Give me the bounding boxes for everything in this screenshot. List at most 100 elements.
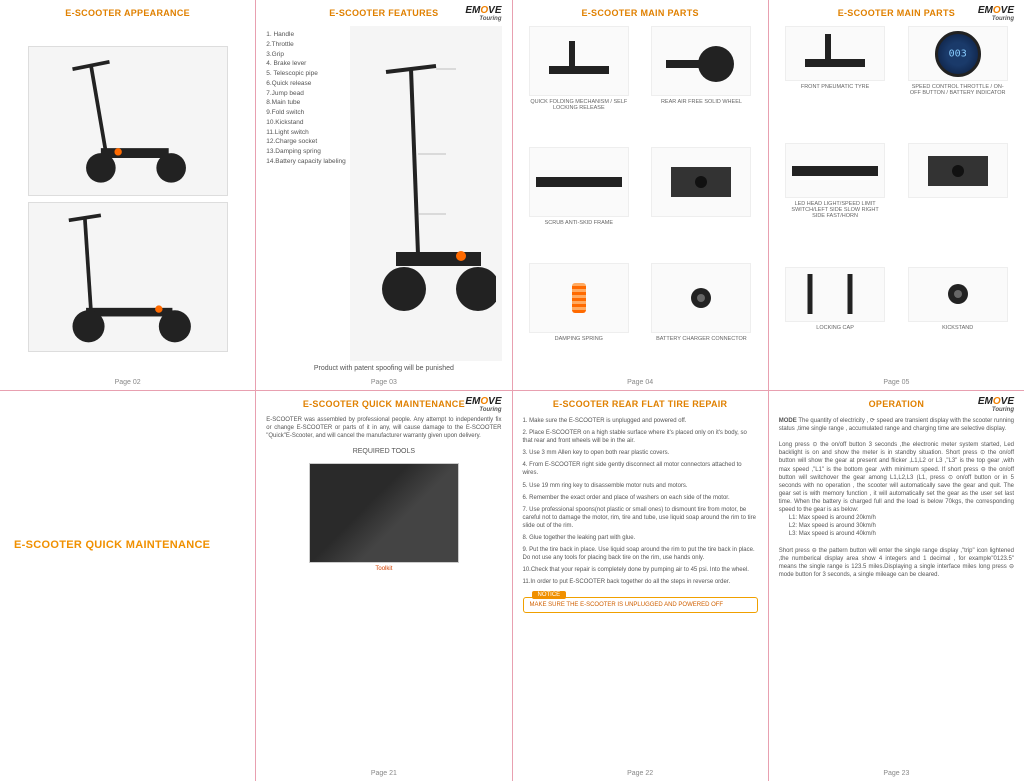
- repair-step: 7. Use professional spoons(not plastic o…: [523, 506, 758, 530]
- brand-logo: EMOVE Touring: [978, 397, 1014, 413]
- op-p2: Long press ⊙ the on/off button 3 seconds…: [779, 442, 1014, 513]
- part-cell: LED HEAD LIGHT/SPEED LIMIT SWITCH/LEFT S…: [779, 143, 892, 260]
- feature-item: 2.Throttle: [266, 40, 346, 50]
- part-label: DAMPING SPRING: [555, 336, 603, 342]
- panel-tire-repair: E-SCOOTER REAR FLAT TIRE REPAIR 1. Make …: [513, 391, 768, 781]
- scooter-side-image: [28, 202, 228, 352]
- part-cell: DAMPING SPRING: [523, 263, 636, 372]
- page-number: Page 21: [256, 770, 511, 777]
- part-image: [785, 26, 885, 81]
- scooter-svg-icon: [29, 47, 227, 195]
- page-number: Page 05: [769, 379, 1024, 386]
- repair-step: 10.Check that your repair is completely …: [523, 566, 758, 574]
- feature-item: 9.Fold switch: [266, 108, 346, 118]
- part-image: [529, 263, 629, 333]
- section-heading: E-SCOOTER QUICK MAINTENANCE: [10, 539, 245, 551]
- repair-step: 3. Use 3 mm Allen key to open both rear …: [523, 449, 758, 457]
- repair-step: 6. Remember the exact order and place of…: [523, 494, 758, 502]
- panel-title: E-SCOOTER MAIN PARTS: [523, 8, 758, 18]
- brand-logo: EMOVE Touring: [465, 397, 501, 413]
- scooter-annotated-image: [350, 26, 502, 361]
- part-image: [785, 143, 885, 198]
- part-cell: [645, 147, 758, 256]
- part-image: [651, 26, 751, 96]
- panel-appearance: E-SCOOTER APPEARANCE: [0, 0, 255, 390]
- notice-tag: NOTICE: [532, 591, 567, 599]
- panel-title: E-SCOOTER APPEARANCE: [10, 8, 245, 18]
- part-cell: QUICK FOLDING MECHANISM / SELF LOCKING R…: [523, 26, 636, 141]
- notice-box: NOTICE MAKE SURE THE E-SCOOTER IS UNPLUG…: [523, 597, 758, 613]
- repair-step: 1. Make sure the E-SCOOTER is unplugged …: [523, 417, 758, 425]
- page-number: Page 04: [513, 379, 768, 386]
- part-label: KICKSTAND: [942, 325, 973, 331]
- part-label: LOCKING CAP: [816, 325, 854, 331]
- scooter-svg-icon: [356, 54, 496, 334]
- speed-l3: L3: Max speed is around 40km/h: [789, 530, 1014, 538]
- scooter-angle-image: [28, 46, 228, 196]
- feature-list: 1. Handle2.Throttle3.Grip4. Brake lever5…: [266, 26, 346, 361]
- part-cell: SCRUB ANTI-SKID FRAME: [523, 147, 636, 256]
- feature-item: 6.Quick release: [266, 79, 346, 89]
- page-number: Page 03: [256, 379, 511, 386]
- part-label: QUICK FOLDING MECHANISM / SELF LOCKING R…: [529, 99, 629, 111]
- scooter-svg-icon: [29, 203, 227, 351]
- required-tools-heading: REQUIRED TOOLS: [266, 448, 501, 455]
- part-label: BATTERY CHARGER CONNECTOR: [656, 336, 747, 342]
- part-label: LED HEAD LIGHT/SPEED LIMIT SWITCH/LEFT S…: [785, 201, 885, 219]
- part-image: [529, 147, 629, 217]
- page-number: Page 02: [0, 379, 255, 386]
- panel-maintenance: EMOVE Touring E-SCOOTER QUICK MAINTENANC…: [256, 391, 511, 781]
- brand-logo: EMOVE Touring: [465, 6, 501, 22]
- parts-grid: QUICK FOLDING MECHANISM / SELF LOCKING R…: [523, 26, 758, 372]
- panel-title: E-SCOOTER REAR FLAT TIRE REPAIR: [523, 399, 758, 409]
- operation-text: MODE The quantity of electricity , ⟳ spe…: [779, 417, 1014, 579]
- feature-item: 7.Jump bead: [266, 89, 346, 99]
- part-image: [908, 143, 1008, 198]
- op-p1: The quantity of electricity , ⟳ speed ar…: [779, 418, 1014, 432]
- page-number: Page 22: [513, 770, 768, 777]
- panel-main-parts-2: EMOVE Touring E-SCOOTER MAIN PARTS FRONT…: [769, 0, 1024, 390]
- feature-item: 11.Light switch: [266, 128, 346, 138]
- repair-step: 2. Place E-SCOOTER on a high stable surf…: [523, 429, 758, 445]
- part-label: REAR AIR FREE SOLID WHEEL: [661, 99, 742, 105]
- toolkit-image: [309, 463, 459, 563]
- part-image: [908, 267, 1008, 322]
- parts-grid: FRONT PNEUMATIC TYRE SPEED CONTROL THROTT…: [779, 26, 1014, 372]
- features-body: 1. Handle2.Throttle3.Grip4. Brake lever5…: [266, 26, 501, 361]
- notice-text: MAKE SURE THE E-SCOOTER IS UNPLUGGED AND…: [530, 602, 724, 608]
- manual-grid: E-SCOOTER APPEARANCE: [0, 0, 1024, 781]
- speed-l2: L2: Max speed is around 30km/h: [789, 522, 1014, 530]
- repair-step: 11.In order to put E-SCOOTER back togeth…: [523, 578, 758, 586]
- feature-item: 5. Telescopic pipe: [266, 69, 346, 79]
- feature-item: 10.Kickstand: [266, 118, 346, 128]
- part-cell: BATTERY CHARGER CONNECTOR: [645, 263, 758, 372]
- op-p3: Short press ⊖ the pattern button will en…: [779, 548, 1014, 578]
- panel-maint-cover: E-SCOOTER QUICK MAINTENANCE: [0, 391, 255, 781]
- repair-steps: 1. Make sure the E-SCOOTER is unplugged …: [523, 417, 758, 591]
- maintenance-text: E-SCOOTER was assembled by professional …: [266, 417, 501, 440]
- part-label: SCRUB ANTI-SKID FRAME: [545, 220, 613, 226]
- feature-item: 14.Battery capacity labeling: [266, 157, 346, 167]
- part-image: [529, 26, 629, 96]
- feature-item: 12.Charge socket: [266, 137, 346, 147]
- toolkit-caption: Toolkit: [266, 566, 501, 572]
- appearance-images: [10, 26, 245, 372]
- panel-features: EMOVE Touring E-SCOOTER FEATURES 1. Hand…: [256, 0, 511, 390]
- feature-item: 4. Brake lever: [266, 59, 346, 69]
- feature-item: 13.Damping spring: [266, 147, 346, 157]
- feature-item: 3.Grip: [266, 50, 346, 60]
- part-cell: SPEED CONTROL THROTTLE / ON-OFF BUTTON /…: [901, 26, 1014, 137]
- part-cell: KICKSTAND: [901, 267, 1014, 372]
- part-label: FRONT PNEUMATIC TYRE: [801, 84, 869, 90]
- repair-step: 8. Glue together the leaking part with g…: [523, 534, 758, 542]
- part-cell: LOCKING CAP: [779, 267, 892, 372]
- part-image: [908, 26, 1008, 81]
- speed-l1: L1: Max speed is around 20km/h: [789, 514, 1014, 522]
- patent-notice: Product with patent spoofing will be pun…: [266, 365, 501, 372]
- part-cell: [901, 143, 1014, 260]
- part-image: [785, 267, 885, 322]
- brand-logo: EMOVE Touring: [978, 6, 1014, 22]
- part-cell: REAR AIR FREE SOLID WHEEL: [645, 26, 758, 141]
- panel-operation: EMOVE Touring OPERATION MODE The quantit…: [769, 391, 1024, 781]
- part-cell: FRONT PNEUMATIC TYRE: [779, 26, 892, 137]
